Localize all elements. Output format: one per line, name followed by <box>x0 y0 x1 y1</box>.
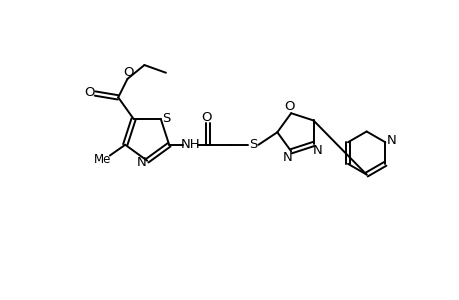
Text: S: S <box>248 138 257 151</box>
Text: NH: NH <box>180 138 200 151</box>
Text: O: O <box>201 111 212 124</box>
Text: O: O <box>123 66 133 79</box>
Text: N: N <box>282 151 291 164</box>
Text: O: O <box>84 86 95 99</box>
Text: S: S <box>162 112 170 125</box>
Text: N: N <box>312 144 322 157</box>
Text: O: O <box>284 100 294 113</box>
Text: N: N <box>386 134 396 147</box>
Text: Me: Me <box>94 153 112 166</box>
Text: N: N <box>137 156 146 169</box>
